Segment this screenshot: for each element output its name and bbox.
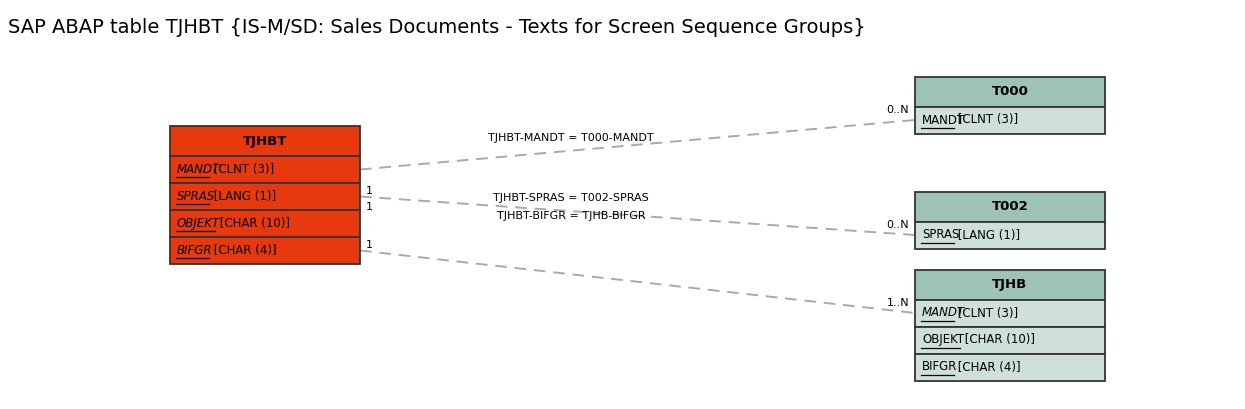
Bar — [915, 106, 1106, 133]
Text: TJHB: TJHB — [992, 278, 1027, 291]
Text: [CHAR (10)]: [CHAR (10)] — [961, 333, 1035, 346]
Text: TJHBT-BIFGR = TJHB-BIFGR: TJHBT-BIFGR = TJHB-BIFGR — [497, 211, 645, 221]
Bar — [915, 353, 1106, 380]
Text: [CHAR (10)]: [CHAR (10)] — [215, 217, 290, 230]
Text: SPRAS: SPRAS — [923, 229, 960, 241]
Text: TJHBT: TJHBT — [243, 135, 288, 148]
Bar — [915, 222, 1106, 249]
Text: 1: 1 — [366, 186, 374, 196]
Text: 0..N: 0..N — [886, 220, 909, 230]
Text: BIFGR: BIFGR — [923, 360, 957, 373]
Text: T002: T002 — [991, 200, 1028, 213]
Text: OBJEKT: OBJEKT — [177, 217, 220, 230]
Bar — [915, 191, 1106, 222]
Text: [CLNT (3)]: [CLNT (3)] — [955, 306, 1018, 319]
Text: [LANG (1)]: [LANG (1)] — [209, 190, 275, 203]
Text: [CLNT (3)]: [CLNT (3)] — [209, 163, 274, 176]
Text: SPRAS: SPRAS — [177, 190, 215, 203]
Text: [LANG (1)]: [LANG (1)] — [955, 229, 1021, 241]
Text: [CHAR (4)]: [CHAR (4)] — [209, 244, 276, 257]
Text: T000: T000 — [991, 85, 1028, 98]
Bar — [915, 299, 1106, 326]
Text: SAP ABAP table TJHBT {IS-M/SD: Sales Documents - Texts for Screen Sequence Group: SAP ABAP table TJHBT {IS-M/SD: Sales Doc… — [7, 18, 865, 37]
Text: 1: 1 — [366, 202, 374, 211]
Text: 1: 1 — [366, 240, 374, 249]
Bar — [171, 156, 360, 183]
Text: TJHBT-MANDT = T000-MANDT: TJHBT-MANDT = T000-MANDT — [488, 133, 654, 143]
Bar — [915, 76, 1106, 106]
Bar — [171, 210, 360, 237]
Text: BIFGR: BIFGR — [177, 244, 213, 257]
Text: OBJEKT: OBJEKT — [923, 333, 964, 346]
Text: [CHAR (4)]: [CHAR (4)] — [955, 360, 1021, 373]
Text: MANDT: MANDT — [923, 306, 965, 319]
Text: [CLNT (3)]: [CLNT (3)] — [955, 114, 1018, 126]
Bar — [171, 237, 360, 264]
Bar — [915, 270, 1106, 299]
Text: 0..N: 0..N — [886, 105, 909, 115]
Text: MANDT: MANDT — [923, 114, 965, 126]
Bar — [171, 183, 360, 210]
Text: 1..N: 1..N — [886, 298, 909, 308]
Bar — [915, 326, 1106, 353]
Text: MANDT: MANDT — [177, 163, 220, 176]
Text: TJHBT-SPRAS = T002-SPRAS: TJHBT-SPRAS = T002-SPRAS — [493, 193, 649, 203]
Bar — [171, 126, 360, 156]
